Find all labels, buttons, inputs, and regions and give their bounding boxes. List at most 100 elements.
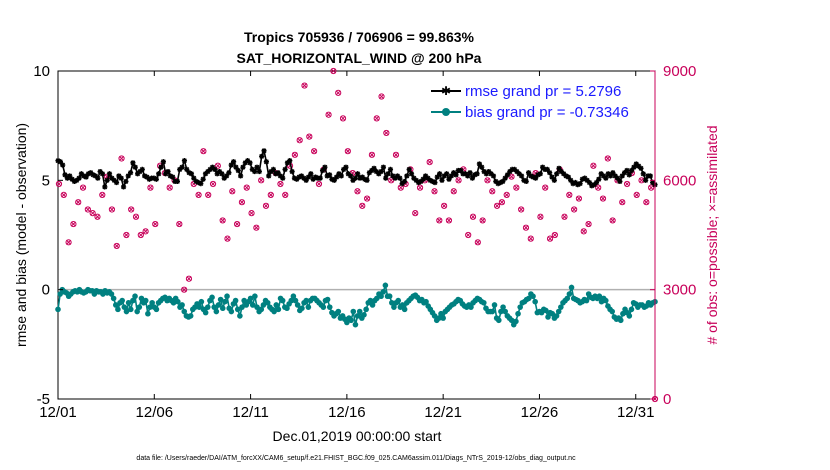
- rmse-point: [444, 171, 450, 177]
- obs-possible-point: [123, 231, 130, 239]
- obs-possible-point: [94, 213, 101, 220]
- rmse-point: [106, 171, 113, 177]
- obs-assimilated-point: [576, 196, 582, 202]
- obs-assimilated-point: [311, 148, 317, 154]
- obs-assimilated-point: [388, 177, 394, 183]
- obs-assimilated-point: [484, 177, 491, 183]
- bias-point: [549, 310, 556, 317]
- obs-assimilated-point: [528, 236, 534, 242]
- obs-assimilated-point: [566, 192, 572, 198]
- obs-assimilated-point: [196, 192, 202, 198]
- rmse-point: [355, 171, 361, 177]
- rmse-point: [200, 176, 206, 182]
- obs-assimilated-point: [282, 192, 288, 198]
- obs-possible-point: [416, 184, 424, 191]
- obs-possible-point: [166, 184, 173, 191]
- rmse-point: [326, 172, 333, 178]
- rmse-point: [596, 176, 602, 182]
- obs-assimilated-point: [480, 217, 486, 223]
- obs-count-series: [55, 67, 659, 403]
- rmse-point: [584, 177, 590, 183]
- bias-point: [530, 293, 536, 300]
- obs-possible-point: [339, 115, 347, 122]
- rmse-point: [247, 160, 253, 166]
- obs-assimilated-point: [167, 185, 173, 191]
- obs-assimilated-point: [66, 239, 72, 245]
- rmse-point: [99, 171, 106, 177]
- rmse-point: [357, 175, 363, 181]
- bias-point: [119, 297, 125, 304]
- bias-point: [112, 302, 119, 308]
- bias-point: [617, 317, 624, 324]
- obs-possible-point: [354, 188, 361, 195]
- rmse-point: [488, 171, 494, 177]
- rmse-point: [142, 173, 148, 179]
- obs-possible-point: [219, 217, 226, 224]
- rmse-point: [113, 179, 120, 186]
- rmse-point: [88, 170, 94, 176]
- rmse-point: [188, 171, 195, 177]
- obs-possible-point: [185, 275, 193, 282]
- rmse-point: [621, 170, 628, 176]
- rmse-point: [619, 173, 625, 179]
- obs-assimilated-point: [263, 203, 269, 209]
- rmse-point: [568, 177, 574, 183]
- rmse-point: [219, 171, 225, 177]
- legend-bias-label: bias grand pr = -0.73346: [465, 104, 629, 121]
- rmse-point: [425, 175, 431, 181]
- obs-possible-point: [643, 199, 650, 206]
- obs-assimilated-point: [239, 199, 245, 205]
- bias-point: [249, 302, 256, 308]
- rmse-point: [60, 162, 66, 168]
- obs-possible-point: [493, 202, 501, 209]
- rmse-point: [420, 176, 426, 182]
- rmse-point: [579, 176, 586, 182]
- obs-assimilated-point: [542, 185, 548, 191]
- bias-point: [558, 304, 564, 310]
- rmse-point: [530, 174, 536, 180]
- rmse-point: [310, 176, 316, 182]
- obs-assimilated-point: [470, 214, 476, 220]
- rmse-point: [160, 159, 166, 165]
- obs-assimilated-point: [234, 221, 240, 227]
- rmse-point: [245, 158, 251, 164]
- bias-point: [284, 305, 290, 312]
- bias-point: [209, 294, 215, 301]
- rmse-point: [235, 167, 241, 174]
- obs-possible-point: [108, 206, 116, 213]
- obs-possible-point: [522, 224, 530, 231]
- obs-assimilated-point: [229, 188, 235, 194]
- rmse-point: [71, 178, 77, 185]
- obs-possible-point: [176, 220, 183, 228]
- rmse-point: [109, 175, 115, 181]
- obs-assimilated-point: [624, 181, 630, 187]
- obs-assimilated-point: [494, 203, 500, 209]
- rmse-point: [118, 175, 124, 181]
- bias-point: [436, 315, 442, 321]
- bias-point: [620, 310, 626, 317]
- rmse-point: [277, 173, 284, 179]
- rmse-point: [135, 171, 141, 177]
- rmse-point: [472, 172, 478, 178]
- obs-possible-point: [604, 155, 611, 162]
- rmse-point: [369, 167, 375, 174]
- rmse-point: [453, 172, 459, 178]
- rmse-point: [144, 174, 150, 180]
- rmse-point: [249, 166, 255, 172]
- rmse-point: [254, 164, 260, 170]
- rmse-point: [406, 166, 412, 172]
- obs-possible-point: [118, 155, 125, 162]
- y-axis-label: rmse and bias (model - observation): [13, 123, 29, 347]
- obs-possible-point: [84, 206, 91, 213]
- obs-possible-point: [301, 82, 308, 89]
- rmse-point: [561, 171, 567, 177]
- obs-assimilated-point: [94, 214, 101, 220]
- bias-point: [239, 304, 245, 310]
- chart-title: Tropics 705936 / 706906 = 99.863%: [244, 29, 475, 45]
- bias-point: [181, 308, 188, 315]
- rmse-point: [120, 184, 127, 190]
- rmse-point: [362, 176, 368, 182]
- obs-possible-point: [585, 220, 592, 228]
- rmse-point: [329, 176, 335, 182]
- obs-possible-point: [571, 206, 578, 213]
